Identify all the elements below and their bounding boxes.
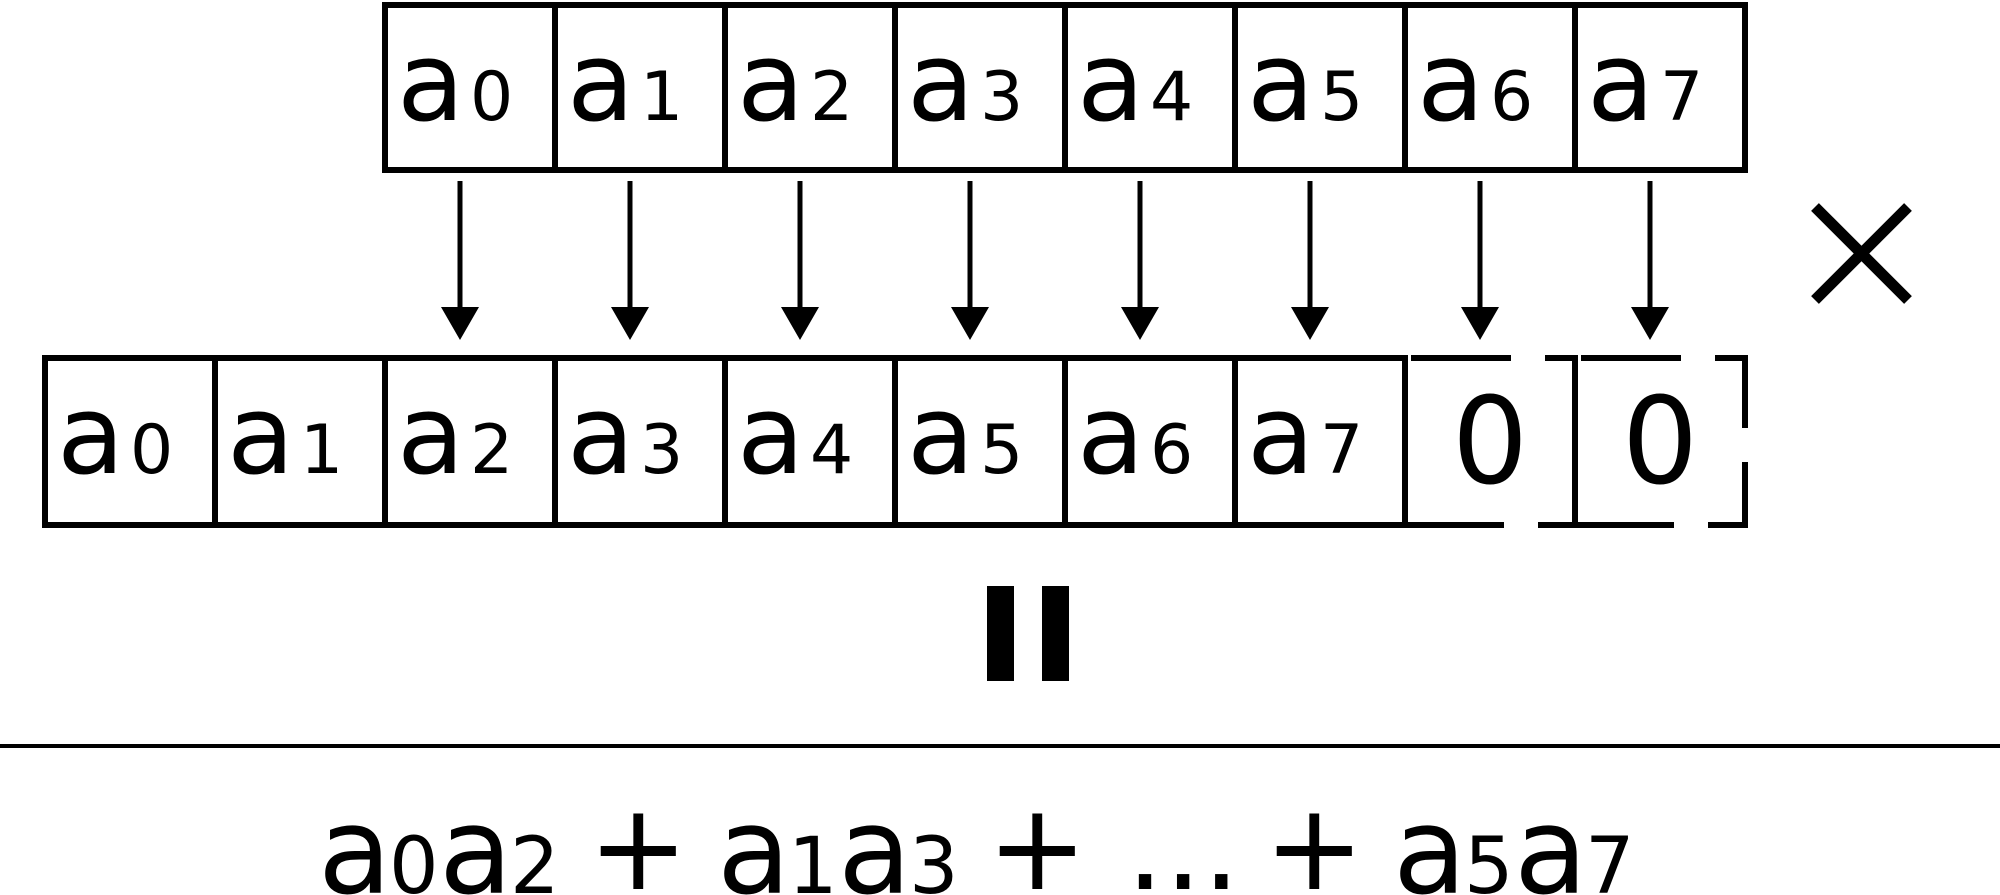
cell-letter: a [907,371,974,499]
result-subscript: 1 [788,822,838,895]
cell-subscript: 7 [1320,411,1363,490]
result-term: a5 a7 [1393,783,1635,895]
cell-subscript: 0 [470,58,513,137]
cell-subscript: 4 [1150,58,1193,137]
result-expression: a0 a2 + a1 a3 +... + a5 a7 [318,779,1635,895]
cell-letter: a [907,18,974,146]
cell-subscript: 1 [640,58,683,137]
cell-subscript: 6 [1490,58,1533,137]
cell-subscript: 1 [300,411,343,490]
padding-zero: 0 [1452,373,1528,512]
plus-operator: + [987,779,1088,895]
cell-letter: a [397,371,464,499]
down-arrow-icon [1121,181,1159,340]
cell-letter: a [1247,18,1314,146]
result-subscript: 3 [909,822,959,895]
ellipsis: ... [1126,779,1240,895]
cell-letter: a [397,18,464,146]
result-letter: a [318,783,392,895]
result-subscript: 2 [510,822,560,895]
cell-letter: a [1077,371,1144,499]
padding-zero: 0 [1622,373,1698,512]
cell-subscript: 3 [980,58,1023,137]
plus-operator: + [1264,779,1365,895]
result-letter: a [1393,783,1467,895]
down-arrow-icon [1461,181,1499,340]
down-arrow-icon [611,181,649,340]
result-letter: a [1514,783,1588,895]
down-arrow-icon [1631,181,1669,340]
cell-subscript: 2 [810,58,853,137]
result-letter: a [717,783,791,895]
cell-subscript: 0 [130,411,173,490]
down-arrow-icon [781,181,819,340]
cell-letter: a [57,371,124,499]
result-subscript: 0 [389,822,439,895]
equals-icon [987,586,1069,681]
multiply-icon [1811,203,1912,304]
plus-operator: + [588,779,689,895]
cell-letter: a [737,18,804,146]
cell-letter: a [567,371,634,499]
result-term: a0 a2 [318,783,560,895]
result-subscript: 5 [1464,822,1514,895]
result-subscript: 7 [1585,822,1635,895]
cell-letter: a [1417,18,1484,146]
cell-letter: a [227,371,294,499]
cell-subscript: 5 [1320,58,1363,137]
cell-letter: a [1077,18,1144,146]
cell-subscript: 2 [470,411,513,490]
result-letter: a [439,783,513,895]
cell-letter: a [1587,18,1654,146]
cell-letter: a [1247,371,1314,499]
down-arrow-icon [951,181,989,340]
cell-subscript: 7 [1660,58,1703,137]
cell-subscript: 4 [810,411,853,490]
arrows [441,181,1669,340]
result-letter: a [838,783,912,895]
down-arrow-icon [1291,181,1329,340]
cell-subscript: 5 [980,411,1023,490]
cell-letter: a [567,18,634,146]
padding-zero-cell: 0 [1572,355,1748,528]
cell-letter: a [737,371,804,499]
down-arrow-icon [441,181,479,340]
padding-zero-cell: 0 [1402,355,1578,528]
cell-subscript: 6 [1150,411,1193,490]
result-term: a1 a3 [717,783,959,895]
cell-subscript: 3 [640,411,683,490]
